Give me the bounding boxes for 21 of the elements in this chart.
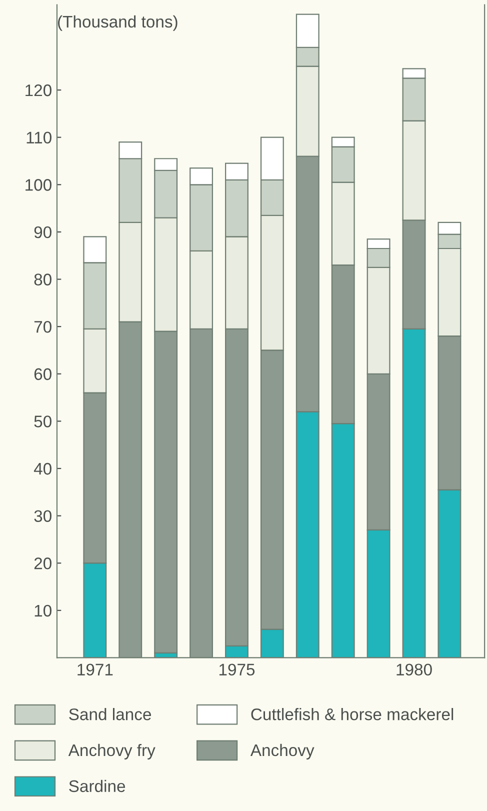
legend-label: Anchovy: [250, 744, 314, 760]
y-tick-label: 90: [34, 226, 52, 238]
x-tick-label: 1980: [396, 664, 432, 676]
y-tick-label: 60: [34, 368, 52, 380]
legend-label: Anchovy fry: [68, 744, 156, 760]
y-tick-label: 40: [34, 462, 52, 475]
y-tick-label: 80: [34, 274, 52, 286]
y-tick-label: 110: [26, 132, 52, 144]
y-tick-label: 100: [26, 179, 52, 191]
y-tick-label: 20: [34, 558, 52, 570]
y-tick-label: 30: [34, 510, 52, 522]
y-tick-label: 50: [34, 416, 52, 428]
legend-label: Sardine: [69, 780, 126, 792]
y-tick-label: 10: [34, 604, 52, 617]
x-tick-label: 1971: [78, 664, 113, 676]
y-tick-label: 120: [26, 84, 52, 96]
legend-label: Sand lance: [69, 708, 151, 720]
y-tick-label: 70: [34, 320, 52, 333]
legend-label: Cuttlefish & horse mackerel: [251, 708, 454, 720]
x-tick-label: 1975: [219, 664, 255, 676]
y-axis-title: (Thousand tons): [58, 15, 178, 31]
